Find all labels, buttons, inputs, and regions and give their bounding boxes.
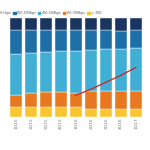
Bar: [130, 18, 142, 30]
Bar: [10, 95, 22, 107]
Bar: [100, 49, 112, 91]
Bar: [40, 107, 52, 117]
Bar: [40, 18, 52, 30]
Bar: [25, 107, 37, 117]
Bar: [130, 91, 142, 109]
Bar: [40, 30, 52, 52]
Bar: [25, 53, 37, 93]
Bar: [85, 18, 97, 30]
Bar: [70, 18, 82, 30]
Bar: [85, 50, 97, 91]
Bar: [70, 30, 82, 51]
Bar: [115, 49, 127, 91]
Bar: [115, 18, 127, 31]
Bar: [40, 52, 52, 92]
Bar: [130, 109, 142, 117]
Bar: [55, 107, 67, 117]
Bar: [130, 30, 142, 48]
Bar: [10, 107, 22, 117]
Bar: [100, 91, 112, 109]
Bar: [55, 30, 67, 51]
Bar: [85, 109, 97, 117]
Bar: [55, 18, 67, 30]
Bar: [115, 91, 127, 109]
Bar: [85, 30, 97, 50]
Bar: [130, 48, 142, 91]
Legend: 600+bps, 500-599bps, 400-499bps, 300-399bps, < 300: 600+bps, 500-599bps, 400-499bps, 300-399…: [0, 11, 101, 15]
Bar: [55, 92, 67, 107]
Bar: [115, 109, 127, 117]
Bar: [100, 18, 112, 30]
Bar: [10, 54, 22, 95]
Bar: [100, 109, 112, 117]
Bar: [10, 18, 22, 30]
Bar: [25, 30, 37, 53]
Bar: [115, 31, 127, 49]
Bar: [70, 51, 82, 93]
Bar: [25, 93, 37, 107]
Bar: [10, 30, 22, 54]
Bar: [100, 30, 112, 49]
Bar: [55, 51, 67, 92]
Bar: [70, 107, 82, 117]
Bar: [25, 18, 37, 30]
Bar: [40, 92, 52, 107]
Bar: [85, 91, 97, 109]
Bar: [70, 93, 82, 107]
